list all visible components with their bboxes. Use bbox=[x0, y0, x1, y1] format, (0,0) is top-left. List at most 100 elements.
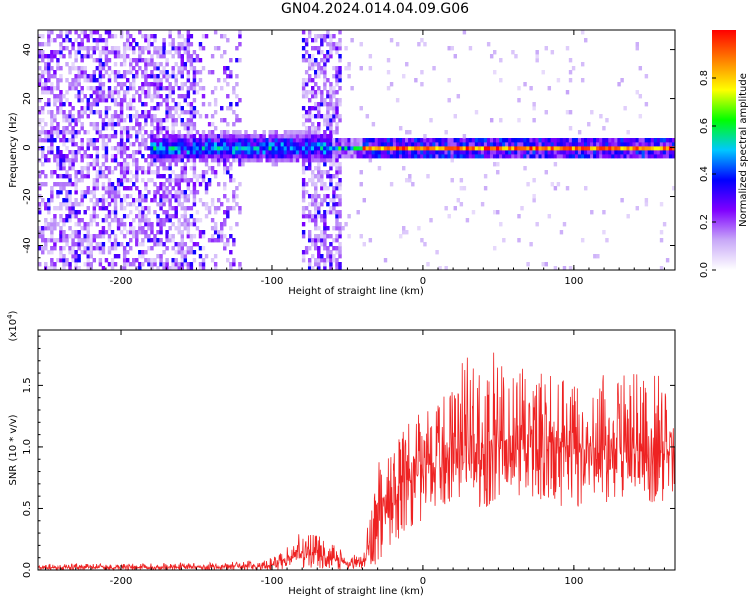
spectrogram-cell bbox=[92, 214, 97, 219]
spectrogram-cell bbox=[41, 234, 45, 239]
spectrogram-cell bbox=[596, 254, 600, 259]
spectrogram-cell bbox=[95, 158, 100, 163]
spectrogram-cell bbox=[119, 114, 124, 119]
spectrogram-cell bbox=[141, 134, 145, 139]
spectrogram-cell bbox=[635, 146, 639, 151]
spectrogram-cell bbox=[138, 54, 142, 59]
spectrogram-cell bbox=[317, 178, 321, 183]
spectrogram-cell bbox=[116, 222, 121, 227]
spectrogram-cell bbox=[529, 154, 533, 159]
spectrogram-cell bbox=[171, 70, 175, 75]
spectrogram-cell bbox=[314, 34, 318, 39]
spectrogram-cell bbox=[353, 138, 357, 143]
spectrogram-cell bbox=[502, 138, 506, 143]
spectrogram-cell bbox=[41, 70, 45, 75]
spectrogram-cell bbox=[189, 58, 194, 63]
spectrogram-cell bbox=[329, 106, 333, 111]
spectrogram-cell bbox=[104, 134, 109, 139]
spectrogram-cell bbox=[153, 114, 157, 119]
spectrogram-cell bbox=[229, 142, 233, 147]
spectrogram-cell bbox=[277, 134, 282, 139]
spectrogram-cell bbox=[405, 230, 409, 235]
spectrogram-cell bbox=[38, 122, 42, 127]
spectrogram-cell bbox=[50, 186, 54, 191]
spectrogram-cell bbox=[198, 218, 203, 223]
spectrogram-cell bbox=[101, 194, 106, 199]
spectrogram-cell bbox=[86, 142, 90, 147]
spectrogram-cell bbox=[98, 58, 103, 63]
spectrogram-cell bbox=[65, 114, 69, 119]
spectrogram-cell bbox=[50, 222, 54, 227]
spectrogram-cell bbox=[320, 182, 324, 187]
spectrogram-cell bbox=[650, 138, 655, 143]
spectrogram-cell bbox=[38, 50, 42, 55]
spectrogram-cell bbox=[223, 186, 227, 191]
spectrogram-cell bbox=[496, 162, 500, 167]
spectrogram-cell bbox=[125, 126, 130, 131]
spectrogram-cell bbox=[159, 146, 163, 151]
spectrogram-cell bbox=[535, 150, 539, 155]
spectrogram-cell bbox=[77, 238, 81, 243]
spectrogram-cell bbox=[447, 78, 451, 83]
spectrogram-cell bbox=[144, 198, 148, 203]
spectrogram-cell bbox=[74, 154, 78, 159]
spectrogram-cell bbox=[335, 102, 339, 107]
x-tick-label: 0 bbox=[420, 276, 426, 287]
spectrogram-cell bbox=[423, 42, 427, 47]
spectrogram-cell bbox=[113, 34, 118, 39]
spectrogram-cell bbox=[107, 34, 112, 39]
spectrogram-cell bbox=[332, 202, 336, 207]
spectrogram-cell bbox=[186, 218, 191, 223]
spectrogram-cell bbox=[186, 42, 191, 47]
spectrogram-cell bbox=[141, 34, 145, 39]
spectrogram-cell bbox=[174, 50, 178, 55]
spectrogram-cell bbox=[177, 154, 181, 159]
spectrogram-cell bbox=[338, 74, 342, 79]
spectrogram-cell bbox=[122, 170, 127, 175]
spectrogram-cell bbox=[125, 42, 130, 47]
snr-y-multiplier-base: (x10 bbox=[8, 319, 19, 342]
spectrogram-cell bbox=[116, 150, 121, 155]
colorbar-tick-label: 0.6 bbox=[699, 118, 710, 134]
spectrogram-cell bbox=[411, 154, 415, 159]
spectrogram-cell bbox=[195, 82, 200, 87]
spectrogram-cell bbox=[47, 42, 51, 47]
spectrogram-cell bbox=[477, 138, 482, 143]
spectrogram-cell bbox=[104, 218, 109, 223]
x-tick-label: 100 bbox=[564, 576, 583, 587]
spectrogram-cell bbox=[323, 222, 327, 227]
spectrogram-cell bbox=[201, 134, 206, 139]
spectrogram-cell bbox=[83, 238, 87, 243]
spectrogram-cell bbox=[204, 206, 209, 211]
spectrogram-cell bbox=[177, 94, 181, 99]
spectrogram-cell bbox=[395, 42, 400, 47]
spectrogram-cell bbox=[241, 138, 245, 143]
spectrogram-cell bbox=[338, 86, 342, 91]
spectrogram-cell bbox=[238, 134, 242, 139]
spectrogram-cell bbox=[301, 230, 306, 235]
spectrogram-cell bbox=[89, 74, 93, 79]
spectrogram-cell bbox=[156, 90, 160, 95]
spectrogram-cell bbox=[86, 54, 90, 59]
spectrogram-cell bbox=[362, 242, 366, 247]
spectrogram-cell bbox=[119, 198, 124, 203]
spectrogram-cell bbox=[338, 142, 342, 147]
spectrogram-cell bbox=[104, 38, 109, 43]
spectrogram-cell bbox=[307, 158, 312, 163]
spectrogram-cell bbox=[101, 198, 106, 203]
spectrogram-cell bbox=[74, 78, 78, 83]
spectrogram-cell bbox=[50, 86, 54, 91]
spectrogram-cell bbox=[311, 170, 315, 175]
spectrogram-cell bbox=[593, 142, 597, 147]
spectrogram-cell bbox=[135, 258, 139, 263]
spectrogram-cell bbox=[162, 190, 166, 195]
spectrogram-cell bbox=[405, 138, 409, 143]
spectrogram-cell bbox=[235, 114, 239, 119]
spectrogram-cell bbox=[226, 146, 230, 151]
spectrogram-cell bbox=[68, 202, 72, 207]
spectrogram-cell bbox=[402, 154, 406, 159]
spectrogram-cell bbox=[44, 238, 48, 243]
spectrogram-cell bbox=[150, 42, 154, 47]
spectrogram-cell bbox=[593, 138, 597, 143]
